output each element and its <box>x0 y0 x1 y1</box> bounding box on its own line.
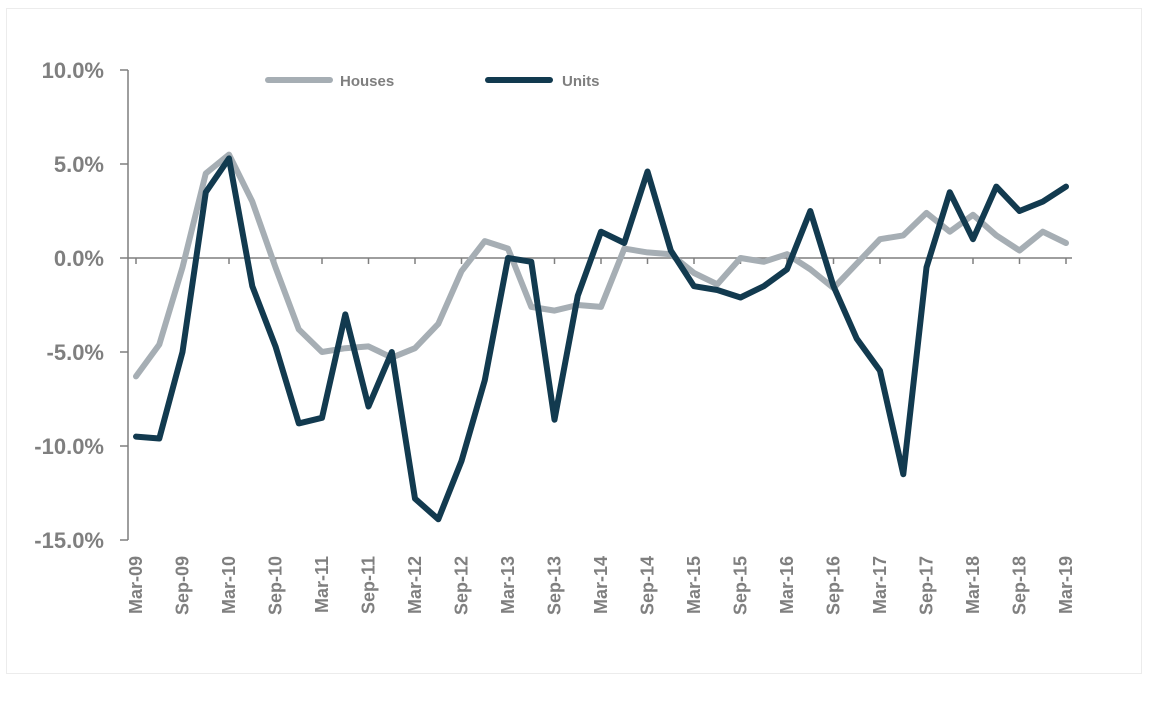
x-tick-label: Mar-13 <box>498 556 518 614</box>
x-tick-label: Mar-17 <box>870 556 890 614</box>
series-line-units <box>133 155 1069 523</box>
x-tick-label: Mar-19 <box>1056 556 1076 614</box>
y-tick-label: -10.0% <box>34 434 104 459</box>
x-tick-label: Sep-16 <box>824 556 844 615</box>
y-tick-label: 10.0% <box>42 58 104 83</box>
x-axis: Mar-09 Sep-09 Mar-10 Sep-10 Mar-11 Sep-11 Mar-… <box>126 257 1076 615</box>
x-tick-label: Mar-09 <box>126 556 146 614</box>
legend-label-houses: Houses <box>340 73 394 90</box>
x-tick-label: Sep-11 <box>359 556 379 614</box>
x-tick-label: Mar-12 <box>405 556 425 614</box>
series-line-houses <box>133 151 1069 380</box>
x-tick-label: Mar-18 <box>963 556 983 614</box>
y-tick-label: 0.0% <box>54 246 104 271</box>
x-tick-label: Sep-15 <box>731 556 751 615</box>
y-tick-label: 5.0% <box>54 152 104 177</box>
legend-label-units: Units <box>562 73 600 90</box>
x-tick-label: Mar-11 <box>312 556 332 613</box>
chart-frame <box>6 8 1142 674</box>
x-tick-label: Mar-16 <box>777 556 797 614</box>
x-tick-label: Sep-13 <box>545 556 565 615</box>
x-tick-label: Sep-18 <box>1010 556 1030 615</box>
x-tick-label: Sep-14 <box>638 556 658 615</box>
x-tick-label: Sep-09 <box>173 556 193 615</box>
x-tick-label: Mar-15 <box>684 556 704 614</box>
y-tick-label: -5.0% <box>47 340 104 365</box>
x-tick-label: Mar-14 <box>591 556 611 614</box>
x-tick-label: Sep-10 <box>266 556 286 615</box>
y-tick-label: -15.0% <box>34 528 104 553</box>
x-tick-label: Sep-17 <box>917 556 937 615</box>
series-layer <box>133 151 1069 523</box>
x-tick-label: Mar-10 <box>219 556 239 614</box>
legend: Houses Units <box>265 73 600 90</box>
y-axis: 10.0% 5.0% 0.0% -5.0% -10.0% -15.0% <box>34 58 129 553</box>
x-tick-label: Sep-12 <box>452 556 472 615</box>
